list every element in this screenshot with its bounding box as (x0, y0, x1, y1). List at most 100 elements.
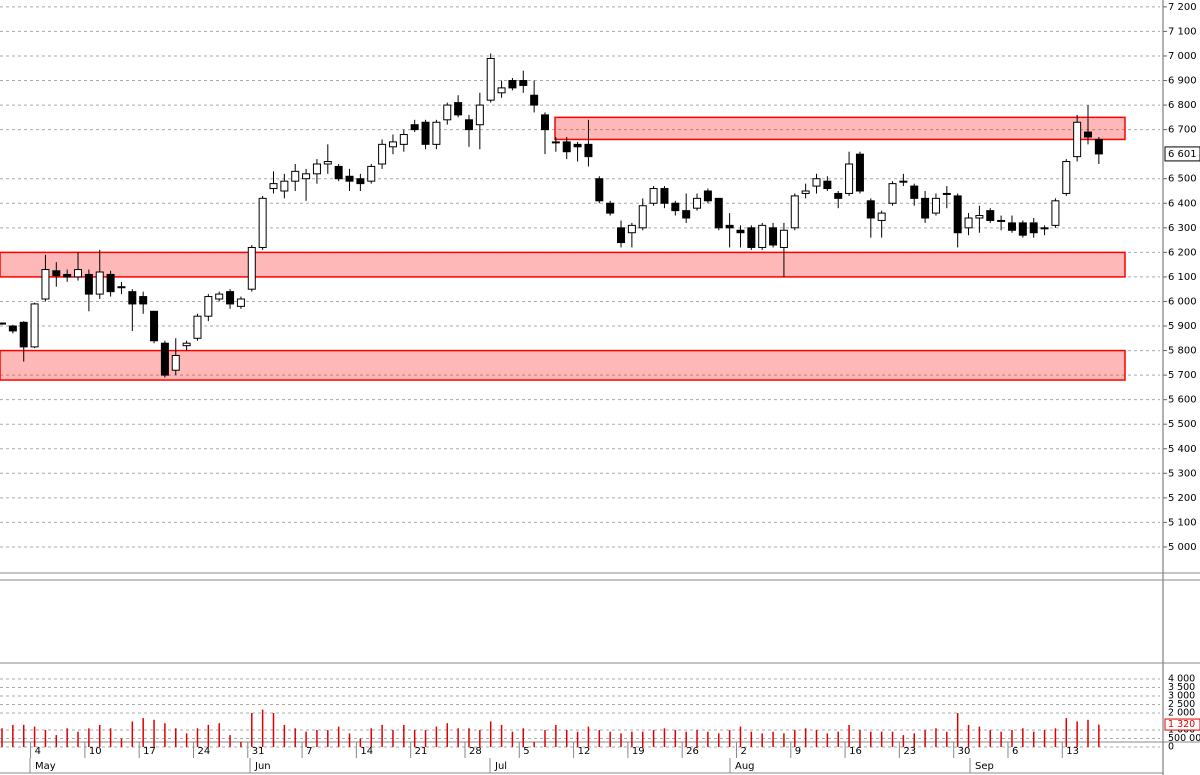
candle-body (1029, 222, 1038, 234)
candle-body (258, 197, 267, 248)
x-tick-label: 13 (1066, 746, 1079, 757)
candle-body (725, 224, 734, 229)
volume-bar (305, 731, 307, 747)
volume-bar (1, 728, 3, 747)
volume-bar (109, 728, 112, 747)
candle-body (291, 170, 300, 182)
last-price-box (1164, 146, 1200, 162)
volume-tick-label: 2 000 (1168, 707, 1195, 718)
y-tick-label: 5 600 (1168, 395, 1197, 406)
volume-tick-label: 0 (1168, 742, 1174, 753)
volume-bar (631, 731, 633, 747)
candle-body (63, 273, 72, 278)
y-tick-label: 6 900 (1168, 76, 1197, 87)
volume-bar (218, 723, 220, 747)
candle-body (627, 224, 636, 234)
candle-body (497, 87, 506, 94)
candle-body (84, 273, 93, 295)
volume-bar (22, 724, 25, 747)
volume-bar (12, 724, 14, 747)
volume-bar (544, 729, 546, 747)
candle-body (0, 322, 6, 325)
volume-bar (77, 731, 79, 747)
volume-bar (196, 728, 199, 747)
volume-bar (316, 729, 318, 747)
y-tick-label: 5 500 (1168, 419, 1197, 430)
candle-body (1073, 121, 1082, 158)
candle-body (160, 342, 169, 376)
volume-bar (1043, 729, 1046, 747)
candle-body (410, 124, 419, 131)
volume-bar (902, 735, 905, 747)
volume-bar (511, 731, 514, 747)
candle-body (964, 217, 973, 229)
candle-body (910, 185, 919, 199)
volume-bar (652, 729, 655, 747)
volume-bar (859, 729, 861, 747)
candle-body (280, 180, 289, 192)
volume-bar (728, 729, 731, 747)
candle-body (649, 188, 658, 204)
volume-bar (924, 729, 926, 747)
volume-bar (555, 724, 557, 747)
candle-body (1051, 200, 1060, 226)
candle-body (541, 114, 549, 131)
candle-body (356, 178, 365, 185)
candle-body (530, 94, 539, 106)
x-tick-label: 21 (415, 746, 428, 757)
candle-body (182, 342, 191, 347)
candle-body (1040, 227, 1049, 230)
volume-bar (663, 728, 666, 747)
volume-bar (587, 726, 590, 747)
volume-bar (337, 726, 340, 747)
volume-bar (435, 726, 438, 747)
x-tick-label: 23 (903, 746, 916, 757)
candle-body (845, 163, 854, 194)
candle-body (986, 210, 995, 221)
volume-bar (207, 724, 210, 747)
candle-body (1084, 131, 1092, 138)
volume-bar (880, 731, 883, 747)
y-tick-label: 5 300 (1168, 468, 1197, 479)
volume-bar (609, 731, 611, 747)
volume-bar (707, 731, 709, 747)
y-tick-label: 5 800 (1168, 346, 1197, 357)
volume-bar (576, 731, 579, 747)
x-tick-label: 14 (360, 746, 373, 757)
x-tick-label: 9 (795, 746, 801, 757)
volume-bar (413, 729, 416, 747)
volume-bar (468, 728, 470, 747)
volume-bar (989, 729, 992, 747)
month-label: Jun (254, 761, 271, 772)
candle-body (312, 163, 321, 175)
candle-body (464, 119, 473, 131)
volume-bar (956, 712, 959, 747)
volume-bar (131, 721, 134, 747)
candle-body (247, 246, 256, 290)
volume-bar (804, 728, 807, 747)
candle-body (486, 57, 495, 101)
volume-bar (620, 733, 622, 747)
candle-body (117, 286, 126, 289)
y-tick-label: 6 500 (1168, 174, 1197, 185)
volume-bar (598, 729, 601, 747)
volume-bar (489, 721, 492, 747)
candle-body (388, 141, 397, 148)
candle-body (736, 229, 745, 234)
x-tick-label: 26 (686, 746, 699, 757)
y-tick-label: 6 300 (1168, 223, 1197, 234)
volume-bar (229, 735, 231, 747)
volume-bar (848, 724, 850, 747)
x-tick-label: 24 (197, 746, 210, 757)
volume-tick-label: 500 00 (1168, 733, 1200, 744)
volume-bar (44, 729, 47, 747)
x-tick-label: 12 (578, 746, 591, 757)
y-tick-label: 6 100 (1168, 272, 1197, 283)
candle-body (443, 104, 452, 121)
candle-body (823, 180, 832, 190)
volume-bar (815, 729, 818, 747)
candle-body (584, 143, 593, 158)
volume-bar (967, 724, 970, 747)
candle-body (52, 270, 61, 277)
candle-body (812, 178, 821, 187)
